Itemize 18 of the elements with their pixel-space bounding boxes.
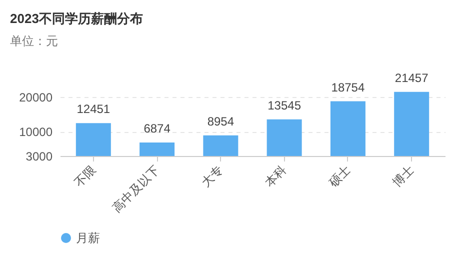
data-label: 12451 bbox=[76, 102, 110, 116]
x-tick-label: 博士 bbox=[390, 162, 417, 190]
x-tick-label: 本科 bbox=[262, 162, 290, 190]
y-tick-label: 20000 bbox=[19, 90, 53, 104]
data-label: 6874 bbox=[144, 122, 171, 136]
data-label: 18754 bbox=[331, 80, 365, 94]
y-tick-label: 10000 bbox=[19, 125, 53, 140]
x-tick-label: 不限 bbox=[71, 162, 98, 190]
legend-label: 月薪 bbox=[76, 231, 100, 245]
data-label: 21457 bbox=[394, 70, 429, 85]
data-label: 13545 bbox=[268, 98, 302, 112]
x-tick-label: 硕士 bbox=[325, 162, 353, 190]
data-label: 8954 bbox=[207, 114, 234, 128]
x-tick-label: 高中及以下 bbox=[110, 162, 162, 215]
y-tick-label: 3000 bbox=[26, 150, 53, 164]
chart-subtitle: 单位：元 bbox=[10, 34, 58, 48]
chart-title: 2023不同学历薪酬分布 bbox=[10, 10, 143, 26]
x-tick-label: 大专 bbox=[198, 162, 226, 190]
